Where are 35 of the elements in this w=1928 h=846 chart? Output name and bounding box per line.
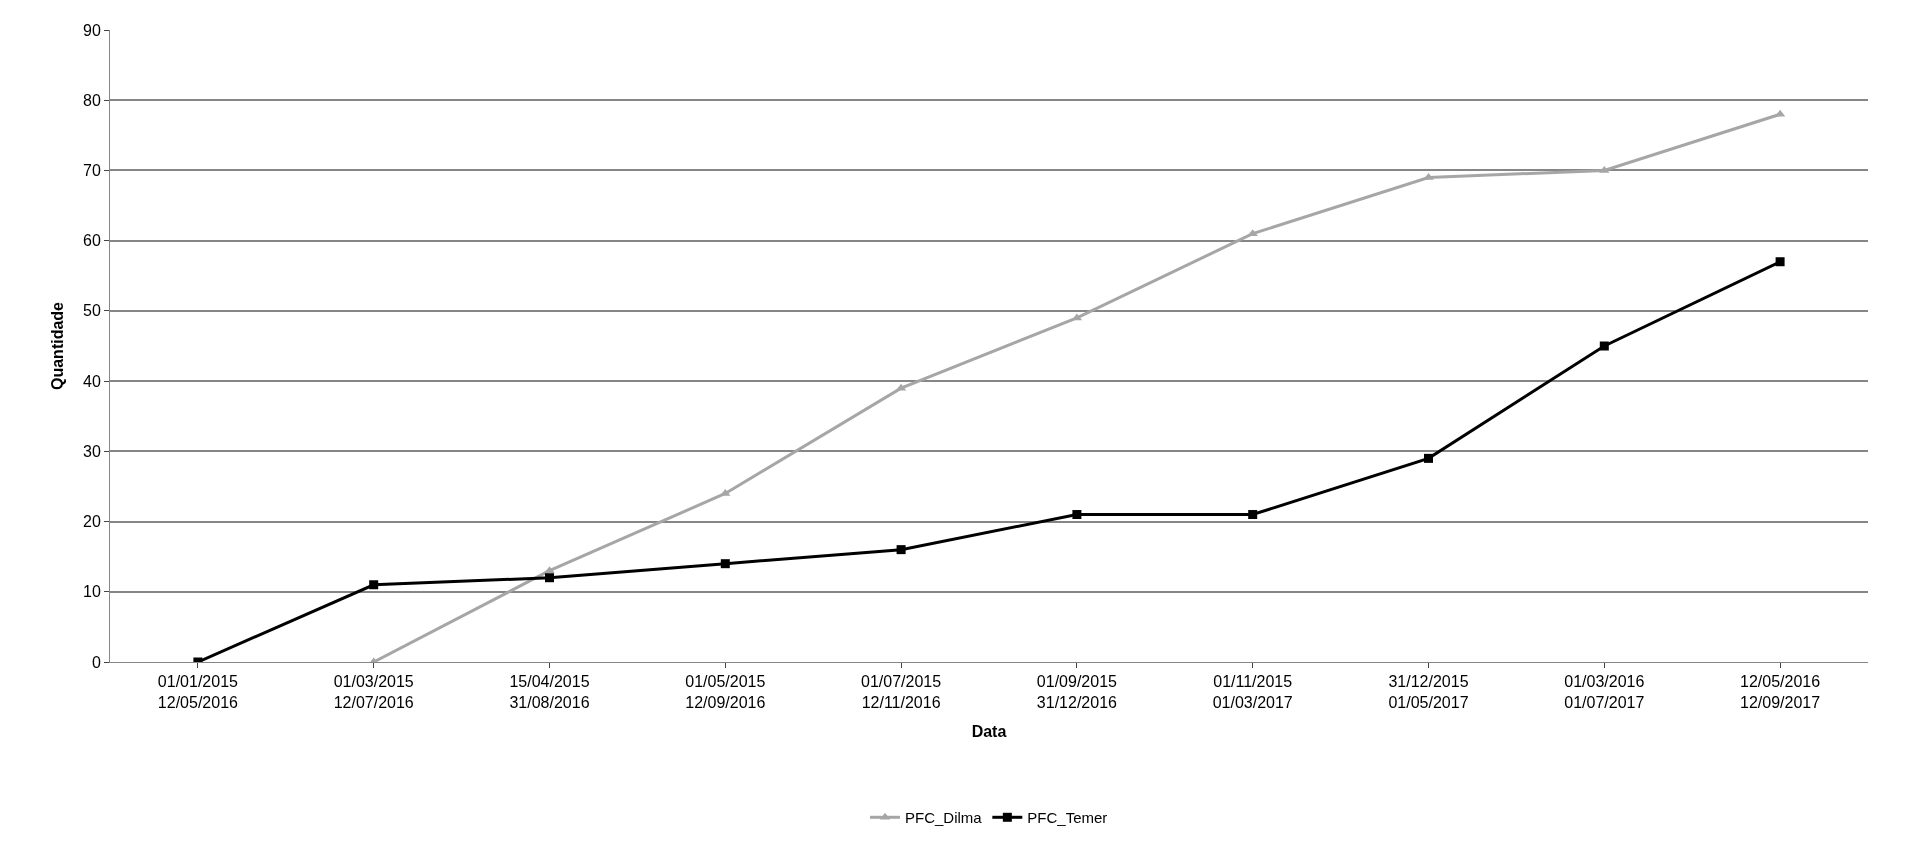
point: [1599, 341, 1609, 351]
x-tick-label: 15/04/2015 31/08/2016: [509, 673, 590, 711]
x-tick-label: 01/05/2015 12/09/2016: [685, 673, 766, 711]
point: [545, 573, 554, 583]
legend-label: PFC_Dilma: [905, 809, 983, 827]
point: [896, 545, 906, 555]
y-tick-label: 70: [83, 162, 101, 180]
point: [1072, 510, 1082, 520]
x-tick-label: 01/11/2015 01/03/2017: [1212, 673, 1293, 711]
x-tick-label: 12/05/2016 12/09/2017: [1740, 673, 1821, 711]
x-tick-label: 01/03/2015 12/07/2016: [333, 673, 414, 711]
y-tick-label: 20: [83, 513, 101, 531]
y-tick-label: 10: [83, 583, 101, 601]
x-tick-label: 01/03/2016 01/07/2017: [1564, 673, 1645, 711]
point: [1424, 453, 1433, 463]
y-tick-label: 50: [83, 302, 101, 320]
point: [1599, 165, 1610, 173]
y-axis-title: Quantidade: [48, 301, 66, 391]
x-tick-label: 01/01/2015 12/05/2016: [157, 673, 239, 711]
x-tick-label: 01/07/2015 12/11/2016: [861, 673, 942, 711]
x-tick-label: 31/12/2015 01/05/2017: [1388, 673, 1469, 711]
point: [1775, 257, 1785, 267]
legend-label: PFC_Temer: [1027, 809, 1108, 827]
y-tick-label: 90: [83, 21, 101, 39]
y-tick-label: 60: [83, 232, 101, 250]
point: [369, 580, 379, 590]
point: [720, 559, 730, 569]
point: [1248, 510, 1258, 520]
y-tick-label: 0: [91, 653, 101, 671]
point: [720, 488, 731, 496]
y-tick-label: 30: [83, 442, 101, 460]
x-tick-label: 01/09/2015 31/12/2016: [1036, 673, 1118, 711]
x-axis-title: Data: [971, 722, 1007, 740]
y-tick-label: 80: [83, 91, 101, 109]
y-tick-label: 40: [83, 372, 101, 390]
